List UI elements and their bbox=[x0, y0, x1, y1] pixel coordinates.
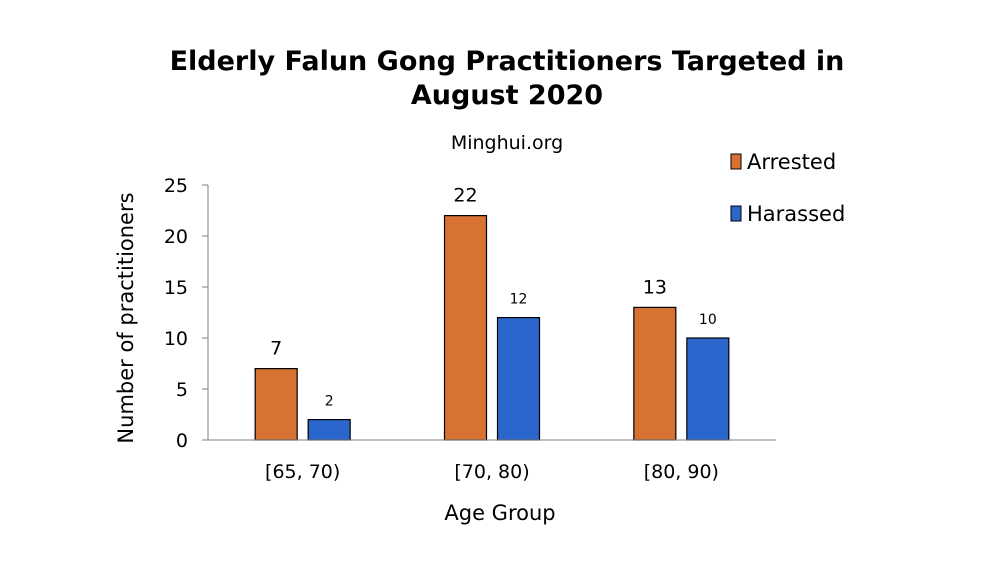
bar-harassed-0 bbox=[307, 419, 351, 441]
category-labels: [65, 70) [70, 80) [80, 90) bbox=[265, 461, 719, 483]
legend-label-harassed: Harassed bbox=[747, 202, 845, 226]
data-label-arrested-1: 22 bbox=[453, 185, 477, 207]
y-tick-label: 10 bbox=[164, 328, 188, 350]
bar-arrested-1 bbox=[443, 215, 488, 441]
y-tick-label: 25 bbox=[164, 175, 188, 197]
bar-arrested-0 bbox=[254, 368, 298, 441]
y-tick-label: 5 bbox=[176, 379, 188, 401]
bar-harassed-1 bbox=[496, 317, 541, 441]
category-label: [65, 70) bbox=[265, 461, 340, 483]
chart-title-line2: August 2020 bbox=[411, 80, 603, 111]
bar-harassed-2 bbox=[686, 337, 730, 441]
x-axis-label: Age Group bbox=[444, 501, 555, 525]
data-label-arrested-0: 7 bbox=[270, 338, 282, 360]
bars bbox=[254, 215, 730, 441]
legend-swatch-arrested bbox=[730, 153, 742, 170]
legend: Arrested Harassed bbox=[730, 150, 845, 226]
data-label-harassed-1: 12 bbox=[510, 292, 528, 308]
y-tick-label: 15 bbox=[164, 277, 188, 299]
y-axis-label: Number of practitioners bbox=[114, 192, 138, 443]
data-label-arrested-2: 13 bbox=[643, 276, 667, 298]
legend-swatch-harassed bbox=[730, 205, 742, 222]
y-tick-label: 0 bbox=[176, 430, 188, 452]
category-label: [80, 90) bbox=[644, 461, 719, 483]
legend-label-arrested: Arrested bbox=[747, 150, 836, 174]
y-axis-ticks: 0 5 10 15 20 25 bbox=[164, 175, 208, 452]
data-label-harassed-0: 2 bbox=[325, 394, 334, 410]
data-label-harassed-2: 10 bbox=[699, 312, 717, 328]
y-tick-label: 20 bbox=[164, 226, 188, 248]
category-label: [70, 80) bbox=[454, 461, 529, 483]
chart-subtitle: Minghui.org bbox=[451, 132, 563, 154]
chart-title-line1: Elderly Falun Gong Practitioners Targete… bbox=[170, 46, 845, 77]
bar-arrested-2 bbox=[633, 306, 677, 441]
